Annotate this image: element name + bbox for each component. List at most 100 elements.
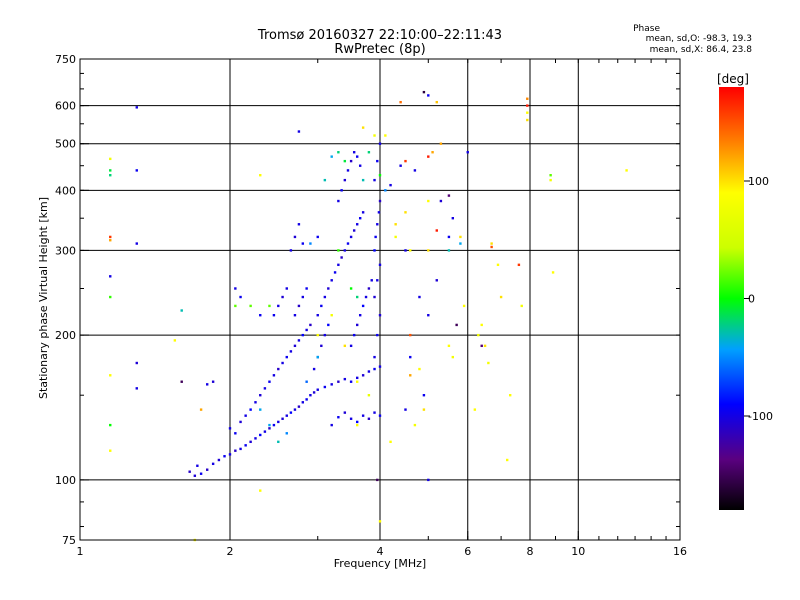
data-point <box>394 235 397 239</box>
y-tick-label: 500 <box>55 138 76 151</box>
data-point <box>447 344 451 348</box>
data-point <box>376 478 379 482</box>
data-point <box>343 344 347 348</box>
data-point <box>333 271 337 274</box>
data-point <box>180 380 183 383</box>
data-point <box>487 361 490 365</box>
data-point <box>199 472 203 475</box>
data-point <box>352 151 356 154</box>
data-point <box>330 423 333 427</box>
data-point <box>293 344 297 348</box>
data-point <box>549 174 552 177</box>
data-point <box>480 323 483 327</box>
data-point <box>234 304 237 308</box>
data-point <box>305 398 308 401</box>
stats-line-x: mean, sd,X: 86.4, 23.8 <box>649 45 752 55</box>
data-point <box>196 464 199 467</box>
data-point <box>254 437 257 440</box>
data-point <box>349 417 353 420</box>
data-point <box>263 387 267 390</box>
data-point <box>490 245 493 249</box>
data-point <box>373 134 376 137</box>
data-point <box>378 414 382 417</box>
data-point <box>413 423 417 427</box>
data-point <box>259 174 262 177</box>
data-point <box>249 440 252 444</box>
data-point <box>239 420 242 424</box>
data-point <box>327 287 330 290</box>
data-point <box>293 313 297 317</box>
data-point <box>370 279 373 282</box>
data-point <box>323 385 327 389</box>
x-tick-label: 10 <box>571 545 585 558</box>
data-point <box>316 235 319 239</box>
data-point <box>367 394 371 397</box>
data-point <box>367 370 371 373</box>
colorbar-label: [deg] <box>717 72 749 86</box>
data-point <box>239 295 242 299</box>
data-point <box>418 367 421 371</box>
data-point <box>320 304 323 308</box>
data-point <box>327 323 330 327</box>
data-point <box>281 417 284 420</box>
data-point <box>109 169 112 172</box>
data-point <box>193 474 197 477</box>
data-point <box>109 423 112 427</box>
data-point <box>373 295 376 299</box>
data-point <box>459 235 462 239</box>
data-point <box>551 271 555 274</box>
data-point <box>520 304 523 308</box>
data-point <box>447 249 451 252</box>
data-point <box>330 383 333 386</box>
data-point <box>259 313 262 317</box>
data-point <box>349 287 353 290</box>
data-point <box>312 367 316 371</box>
data-point <box>422 394 426 397</box>
data-point <box>297 130 301 133</box>
data-point <box>259 408 262 411</box>
data-point <box>343 178 347 182</box>
data-point <box>451 355 455 359</box>
data-point <box>249 304 252 308</box>
data-point <box>373 249 376 252</box>
data-point <box>305 380 308 383</box>
data-point <box>340 189 343 192</box>
data-point <box>355 323 359 327</box>
data-point <box>384 134 387 137</box>
data-point <box>323 333 327 337</box>
data-point <box>239 447 242 451</box>
data-point <box>508 394 512 397</box>
data-point <box>404 159 407 163</box>
data-point <box>376 333 379 337</box>
data-point <box>297 304 301 308</box>
data-point <box>399 100 402 104</box>
data-point <box>277 420 280 424</box>
data-point <box>180 309 183 312</box>
data-point <box>297 339 301 342</box>
data-point <box>526 97 529 100</box>
y-tick-label: 200 <box>55 329 76 342</box>
data-point <box>374 235 377 239</box>
data-point <box>377 211 381 214</box>
stats-line-o: mean, sd,O: -98.3, 19.3 <box>645 34 752 44</box>
data-point <box>263 430 267 433</box>
data-point <box>297 405 301 408</box>
data-point <box>234 449 237 452</box>
data-point <box>109 374 112 377</box>
data-point <box>355 295 359 299</box>
data-point <box>431 151 434 154</box>
data-point <box>316 355 319 359</box>
data-point <box>435 279 438 282</box>
colorbar-tick-label: 100 <box>748 175 769 188</box>
data-point <box>409 249 412 252</box>
colorbar <box>719 87 744 510</box>
data-point <box>135 361 138 365</box>
data-point <box>549 178 552 182</box>
data-point <box>330 155 333 158</box>
data-point <box>343 411 347 414</box>
data-point <box>268 427 271 430</box>
data-point <box>394 223 397 226</box>
data-point <box>289 249 293 252</box>
data-point <box>358 313 362 317</box>
data-point <box>490 242 493 245</box>
